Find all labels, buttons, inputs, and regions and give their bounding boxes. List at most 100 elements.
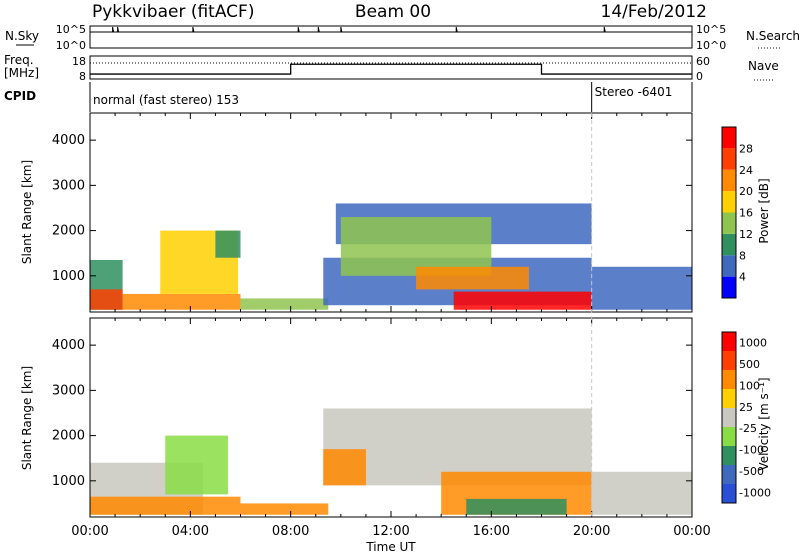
colorbar-tick-label: 4: [739, 271, 746, 284]
colorbar-tick-label: -25: [739, 422, 757, 435]
colorbar-swatch: [722, 127, 736, 149]
x-tick-label: 08:00: [272, 524, 309, 539]
y-tick-label: 4000: [52, 133, 85, 148]
colorbar-tick-label: 28: [739, 142, 753, 155]
beam-title: Beam 00: [355, 2, 431, 22]
velocity-y-axis: 1000 2000 3000 4000: [52, 338, 692, 489]
colorbar-swatch: [722, 255, 736, 277]
cpid-segment-2: Stereo -6401: [595, 85, 673, 99]
nsky-label: N.Sky: [5, 29, 39, 43]
velocity-heatmap: [90, 408, 692, 515]
station-title: Pykkvibaer (fitACF): [92, 2, 254, 22]
heatmap-region-1-5: [323, 449, 366, 486]
y-tick-label: 3000: [52, 383, 85, 398]
sky-trace: [90, 26, 692, 33]
velocity-ylabel: Slant Range [km]: [20, 366, 34, 470]
x-tick-label: 00:00: [673, 524, 710, 539]
colorbar-swatch: [722, 276, 736, 298]
time-axis-label: Time UT: [365, 540, 416, 554]
heatmap-region-0-8: [340, 217, 492, 276]
colorbar-frame: [721, 126, 737, 299]
colorbar-swatch: [722, 148, 736, 170]
velocity-panel: 1000 2000 3000 4000 Slant Range [km] 00:00 0…: [20, 317, 771, 554]
colorbar-tick-label: 25: [739, 401, 753, 414]
freq-label: Freq.: [4, 53, 34, 67]
colorbar-swatch: [722, 484, 736, 503]
freq-tick-bottom: 8: [79, 70, 86, 83]
colorbar-tick-label: 12: [739, 228, 753, 241]
search-tick-top: 10^5: [696, 23, 726, 36]
colorbar-tick-label: -500: [739, 465, 764, 478]
cpid-label: CPID: [4, 89, 36, 103]
colorbar-swatch: [722, 370, 736, 389]
x-tick-label: 16:00: [473, 524, 510, 539]
colorbar-swatch: [722, 351, 736, 370]
nsearch-label: N.Search: [746, 29, 800, 43]
colorbar-tick-label: 100: [739, 379, 760, 392]
nave-tick-bottom: 0: [696, 70, 703, 83]
y-tick-label: 1000: [52, 474, 85, 489]
search-tick-bottom: 10^0: [696, 39, 726, 52]
heatmap-region-1-3: [240, 503, 329, 515]
heatmap-region-0-5: [240, 298, 329, 310]
sky-search-panel: N.Sky 10^5 10^0 10^5 10^0 N.Search: [5, 23, 800, 52]
nave-tick-top: 60: [696, 55, 710, 68]
y-tick-label: 1000: [52, 269, 85, 284]
heatmap-region-1-7: [466, 498, 567, 515]
colorbar-swatch: [722, 191, 736, 213]
power-colorbar-label: Power [dB]: [757, 178, 771, 243]
velocity-colorbar: 1000 500 100 25 -25 -100 -500 -1000: [721, 331, 771, 504]
y-tick-label: 3000: [52, 178, 85, 193]
power-x-ticks: [89, 113, 693, 312]
colorbar-tick-label: -1000: [739, 487, 771, 500]
heatmap-region-1-2: [165, 435, 228, 495]
x-tick-label: 20:00: [573, 524, 610, 539]
freq-panel-frame: [89, 55, 693, 80]
heatmap-region-0-10: [453, 291, 592, 310]
sky-panel-frame: [89, 25, 693, 49]
velocity-x-axis: 00:00 04:00 08:00 12:00 16:00 20:00 00:00: [71, 318, 711, 539]
freq-unit-label: [MHz]: [4, 66, 39, 80]
heatmap-region-0-9: [416, 266, 529, 290]
sky-tick-top: 10^5: [56, 23, 86, 36]
y-tick-label: 2000: [52, 224, 85, 239]
colorbar-frame: [721, 331, 737, 504]
power-ylabel: Slant Range [km]: [20, 160, 34, 264]
cpid-segment-1: normal (fast stereo) 153: [93, 93, 239, 107]
freq-nave-panel: Freq. [MHz] 18 8 60 0 Nave: [4, 53, 779, 83]
colorbar-swatch: [722, 446, 736, 465]
heatmap-region-1-1: [90, 496, 241, 515]
colorbar-swatch: [722, 465, 736, 484]
heatmap-region-0-4: [215, 230, 241, 258]
colorbar-swatch: [722, 427, 736, 446]
colorbar-swatch: [722, 212, 736, 234]
cpid-panel: CPID normal (fast stereo) 153 Stereo -64…: [4, 82, 693, 112]
colorbar-tick-label: 20: [739, 185, 753, 198]
heatmap-region-0-1: [90, 289, 123, 310]
colorbar-swatch: [722, 233, 736, 256]
colorbar-tick-label: -100: [739, 444, 764, 457]
x-tick-label: 00:00: [71, 524, 108, 539]
power-panel: 1000 2000 3000 4000 Slant Range [km] 4 8 12 16…: [20, 112, 771, 313]
colorbar-swatch: [722, 169, 736, 192]
y-tick-label: 4000: [52, 338, 85, 353]
colorbar-tick-label: 16: [739, 207, 753, 220]
y-tick-label: 2000: [52, 429, 85, 444]
power-heatmap: [90, 203, 692, 310]
heatmap-region-0-2: [122, 293, 241, 310]
colorbar-swatch: [722, 332, 736, 351]
x-tick-label: 04:00: [172, 524, 209, 539]
colorbar-swatch: [722, 408, 736, 427]
freq-tick-top: 18: [72, 55, 86, 68]
colorbar-tick-label: 500: [739, 358, 760, 371]
velocity-colorbar-label: Velocity [m s⁻¹]: [757, 377, 771, 470]
date-title: 14/Feb/2012: [601, 2, 707, 22]
sky-tick-bottom: 10^0: [56, 39, 86, 52]
heatmap-region-1-8: [591, 471, 692, 515]
heatmap-region-0-11: [591, 266, 692, 310]
freq-trace: [90, 63, 692, 75]
power-y-axis: 1000 2000 3000 4000: [52, 133, 692, 284]
power-colorbar: 4 8 12 16 20 24 28: [721, 126, 753, 299]
colorbar-swatch: [722, 389, 736, 408]
